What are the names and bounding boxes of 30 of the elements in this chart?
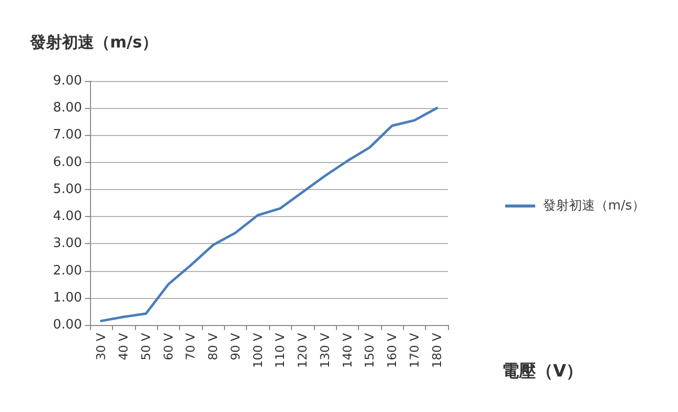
x-tick-label: 90 V [228,332,242,360]
y-tick-label: 8.00 [53,100,82,116]
y-tick-label: 2.00 [53,263,82,278]
x-tick-label: 40 V [116,332,131,360]
y-tick-label: 1.00 [53,290,82,306]
x-tick-label: 130 V [318,332,332,368]
x-tick-label: 50 V [138,332,153,360]
y-tick-label: 0.00 [53,318,82,332]
x-tick-label: 60 V [161,332,176,360]
y-tick-label: 3.00 [53,236,82,252]
legend-label: 發射初速（m/s） [543,198,646,214]
x-tick-label: 100 V [250,332,265,368]
x-tick-label: 120 V [296,332,310,368]
y-tick-label: 5.00 [53,182,82,197]
y-tick-label: 4.00 [53,209,82,224]
y-tick-label: 6.00 [53,154,82,170]
line-series [100,106,438,322]
y-tick-label: 7.00 [53,128,82,143]
x-axis-title: 電壓（V） [502,362,584,382]
x-tick-label: 80 V [206,332,220,360]
x-tick-label: 70 V [184,332,198,360]
x-tick-label: 160 V [385,332,400,368]
x-tick-label: 110 V [273,332,288,368]
x-tick-label: 180 V [430,332,444,368]
y-axis-title: 發射初速（m/s） [29,32,158,52]
x-tick-label: 150 V [362,332,377,368]
y-tick-label: 9.00 [53,74,82,88]
x-tick-label: 140 V [340,332,354,368]
x-tick-label: 30 V [94,332,108,360]
x-tick-label: 170 V [407,332,422,368]
